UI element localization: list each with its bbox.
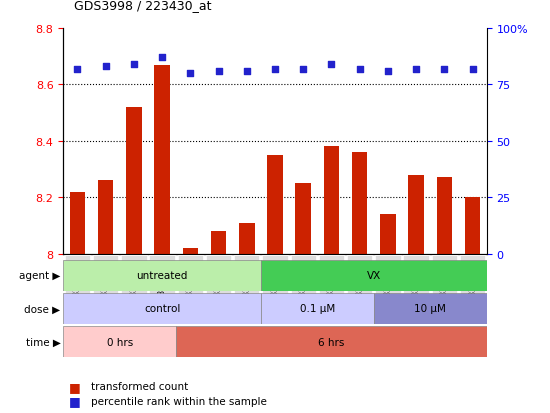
Text: GSM830928: GSM830928	[157, 265, 167, 311]
FancyBboxPatch shape	[63, 326, 176, 357]
Bar	[465, 198, 480, 254]
Point	[158, 55, 167, 62]
Point	[271, 66, 279, 73]
Bar	[437, 178, 452, 254]
Text: GSM830930: GSM830930	[214, 265, 223, 311]
Text: GSM830934: GSM830934	[327, 265, 336, 311]
Point	[327, 62, 336, 68]
FancyBboxPatch shape	[319, 255, 344, 323]
Bar	[70, 192, 85, 254]
FancyBboxPatch shape	[93, 255, 118, 323]
Text: GSM830932: GSM830932	[271, 265, 279, 311]
Point	[299, 66, 307, 73]
Text: time ▶: time ▶	[26, 337, 60, 347]
Bar	[352, 153, 367, 254]
Text: 0 hrs: 0 hrs	[107, 337, 133, 347]
Point	[101, 64, 110, 71]
Bar	[211, 232, 226, 254]
Text: GSM830927: GSM830927	[129, 265, 139, 311]
Point	[468, 66, 477, 73]
Point	[186, 71, 195, 77]
FancyBboxPatch shape	[460, 255, 485, 323]
Text: control: control	[144, 304, 180, 314]
FancyBboxPatch shape	[375, 255, 400, 323]
Text: GSM830929: GSM830929	[186, 265, 195, 311]
FancyBboxPatch shape	[176, 326, 487, 357]
Text: GDS3998 / 223430_at: GDS3998 / 223430_at	[74, 0, 212, 12]
FancyBboxPatch shape	[121, 255, 146, 323]
Text: GSM830935: GSM830935	[355, 265, 364, 311]
FancyBboxPatch shape	[63, 260, 261, 291]
FancyBboxPatch shape	[262, 255, 288, 323]
Text: 10 μM: 10 μM	[414, 304, 446, 314]
Text: GSM830926: GSM830926	[101, 265, 110, 311]
Bar	[239, 223, 255, 254]
FancyBboxPatch shape	[178, 255, 203, 323]
Point	[73, 66, 82, 73]
FancyBboxPatch shape	[63, 293, 261, 324]
Point	[355, 66, 364, 73]
Text: GSM830931: GSM830931	[242, 265, 251, 311]
Text: GSM830939: GSM830939	[468, 265, 477, 311]
FancyBboxPatch shape	[150, 255, 175, 323]
Text: GSM830933: GSM830933	[299, 265, 308, 311]
Text: dose ▶: dose ▶	[24, 304, 60, 314]
Bar	[98, 181, 113, 254]
Point	[440, 66, 449, 73]
Text: agent ▶: agent ▶	[19, 271, 60, 281]
Bar	[183, 248, 198, 254]
Text: VX: VX	[367, 271, 381, 281]
Text: ■: ■	[69, 394, 80, 407]
Bar	[155, 66, 170, 254]
Text: transformed count: transformed count	[91, 381, 188, 391]
Text: percentile rank within the sample: percentile rank within the sample	[91, 396, 267, 406]
Text: 6 hrs: 6 hrs	[318, 337, 345, 347]
Point	[383, 69, 392, 75]
Bar	[324, 147, 339, 254]
FancyBboxPatch shape	[206, 255, 231, 323]
Bar	[409, 175, 424, 254]
Point	[243, 69, 251, 75]
FancyBboxPatch shape	[347, 255, 372, 323]
FancyBboxPatch shape	[261, 260, 487, 291]
Point	[412, 66, 421, 73]
Bar	[126, 108, 141, 254]
Point	[214, 69, 223, 75]
FancyBboxPatch shape	[261, 293, 374, 324]
Text: 0.1 μM: 0.1 μM	[300, 304, 335, 314]
FancyBboxPatch shape	[432, 255, 457, 323]
Text: GSM830925: GSM830925	[73, 265, 82, 311]
FancyBboxPatch shape	[290, 255, 316, 323]
Bar	[267, 156, 283, 254]
Text: GSM830936: GSM830936	[383, 265, 393, 311]
Bar	[380, 215, 395, 254]
FancyBboxPatch shape	[234, 255, 260, 323]
Point	[129, 62, 138, 68]
Text: GSM830938: GSM830938	[440, 265, 449, 311]
Bar	[295, 184, 311, 254]
FancyBboxPatch shape	[404, 255, 429, 323]
FancyBboxPatch shape	[374, 293, 487, 324]
Text: GSM830937: GSM830937	[411, 265, 421, 311]
Text: untreated: untreated	[136, 271, 188, 281]
FancyBboxPatch shape	[65, 255, 90, 323]
Text: ■: ■	[69, 380, 80, 393]
